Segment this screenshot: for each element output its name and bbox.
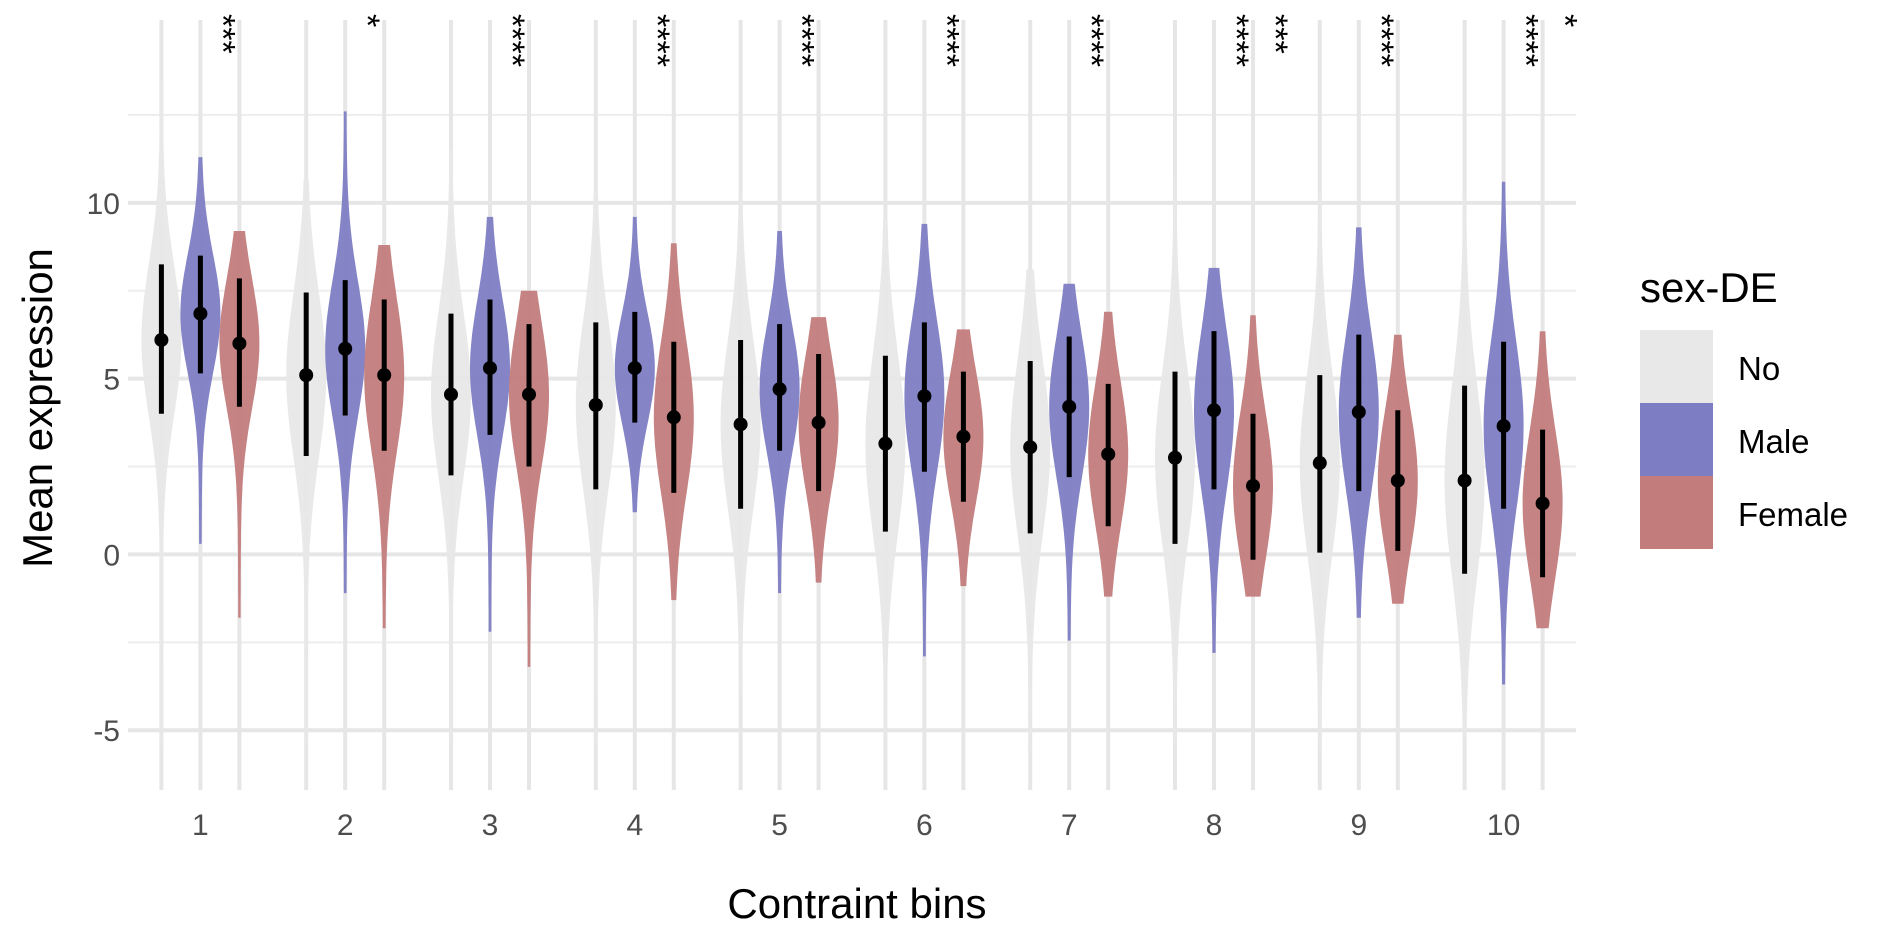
mean-point-no-bin-4: [588, 398, 603, 412]
x-tick-label: 1: [192, 809, 209, 842]
mean-point-no-bin-8: [1168, 450, 1182, 465]
legend-label-no: No: [1738, 350, 1780, 387]
significance-male-bin-10: ****: [1507, 14, 1545, 67]
x-tick-label: 10: [1487, 809, 1520, 842]
mean-point-female-bin-3: [522, 387, 536, 402]
x-tick-label: 6: [916, 809, 933, 842]
significance-male-bin-9: ****: [1362, 14, 1400, 67]
axes: -5 0 5 10 1 2 3 4 5 6 7 8 9 10: [87, 188, 1521, 842]
mean-point-female-bin-7: [1101, 447, 1116, 462]
x-tick-label: 8: [1206, 809, 1223, 842]
significance-male-bin-5: ****: [783, 14, 821, 67]
mean-point-male-bin-4: [627, 361, 642, 376]
mean-point-no-bin-5: [733, 417, 748, 432]
y-axis-title: Mean expression: [14, 248, 61, 568]
significance-male-bin-1: ***: [203, 14, 241, 54]
mean-point-male-bin-2: [338, 341, 353, 356]
y-tick-label: 5: [103, 364, 120, 397]
error-bars: [154, 255, 1550, 578]
mean-point-female-bin-6: [956, 429, 971, 444]
y-tick-label: 0: [103, 539, 120, 572]
mean-point-female-bin-10: [1535, 496, 1550, 511]
mean-point-female-bin-8: [1246, 478, 1260, 493]
mean-point-no-bin-7: [1023, 440, 1038, 455]
x-tick-label: 9: [1350, 809, 1367, 842]
significance-female-bin-10: *: [1546, 14, 1584, 27]
legend-swatch-female: [1640, 476, 1713, 549]
mean-point-female-bin-9: [1390, 473, 1405, 488]
mean-point-male-bin-10: [1496, 419, 1511, 434]
legend-swatch-no: [1640, 330, 1713, 403]
mean-point-male-bin-1: [193, 306, 208, 321]
significance-male-bin-4: ****: [638, 14, 676, 67]
significance-male-bin-8: ****: [1217, 14, 1255, 67]
significance-male-bin-7: ****: [1072, 14, 1110, 67]
x-axis-title: Contraint bins: [727, 880, 986, 927]
y-tick-label: -5: [93, 715, 120, 748]
x-tick-label: 4: [626, 809, 643, 842]
mean-point-male-bin-9: [1351, 405, 1366, 420]
legend: sex-DE No Male Female: [1640, 264, 1848, 549]
mean-point-no-bin-9: [1312, 456, 1327, 471]
violins: [141, 79, 1563, 752]
violin-no-bin-2: [286, 178, 327, 745]
x-tick-label: 3: [482, 809, 499, 842]
mean-point-female-bin-4: [666, 410, 681, 425]
mean-point-male-bin-6: [917, 389, 932, 404]
violin-female-bin-1: [219, 231, 260, 618]
mean-point-no-bin-3: [444, 387, 458, 402]
significance-male-bin-3: ****: [493, 14, 531, 67]
violin-female-bin-3: [509, 290, 549, 667]
x-tick-label: 7: [1061, 809, 1078, 842]
mean-point-female-bin-2: [377, 368, 392, 383]
mean-point-no-bin-6: [878, 436, 893, 451]
violin-no-bin-1: [141, 79, 182, 748]
mean-point-female-bin-1: [232, 336, 247, 351]
legend-label-male: Male: [1738, 423, 1810, 460]
mean-point-female-bin-5: [811, 415, 826, 430]
legend-label-female: Female: [1738, 496, 1848, 533]
significance-male-bin-2: *: [348, 14, 386, 27]
mean-point-no-bin-10: [1457, 473, 1472, 488]
legend-swatch-male: [1640, 403, 1713, 476]
mean-point-no-bin-1: [154, 332, 169, 347]
legend-title: sex-DE: [1640, 264, 1778, 311]
x-tick-label: 2: [337, 809, 354, 842]
mean-point-male-bin-8: [1207, 403, 1221, 418]
mean-point-male-bin-3: [483, 361, 497, 376]
mean-point-no-bin-2: [299, 368, 314, 383]
x-tick-label: 5: [771, 809, 788, 842]
significance-labels: *** * **** **** **** **** **** **** **** ******* *: [203, 14, 1583, 67]
y-tick-label: 10: [87, 188, 120, 221]
mean-point-male-bin-5: [772, 382, 787, 397]
mean-point-male-bin-7: [1062, 399, 1077, 414]
significance-female-bin-8: ***: [1256, 14, 1294, 54]
significance-male-bin-6: ****: [927, 14, 965, 67]
